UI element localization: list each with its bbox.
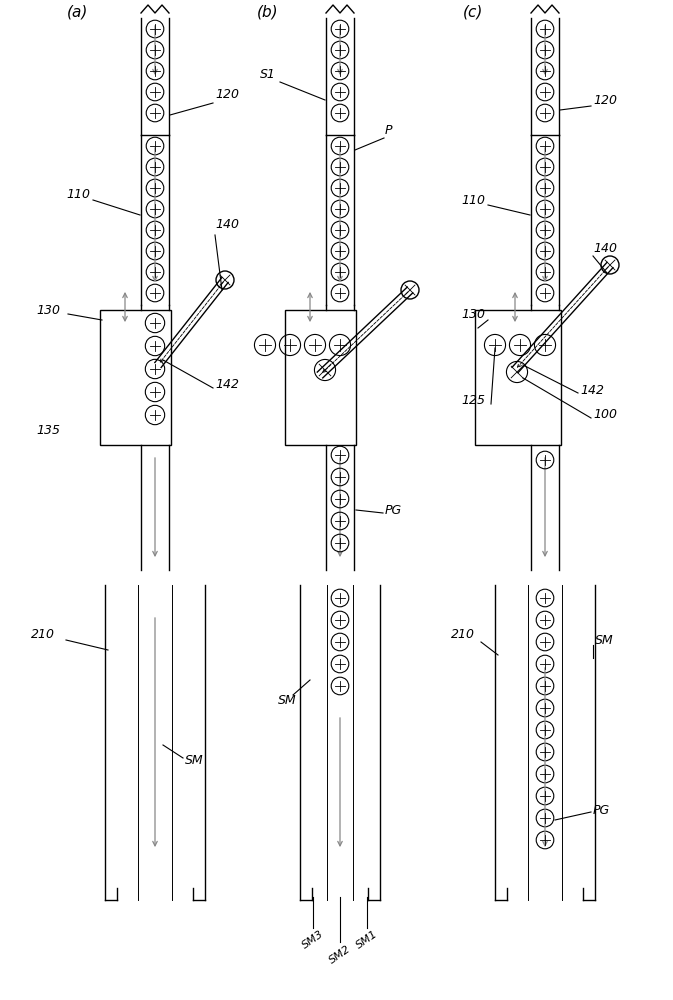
Text: 142: 142 bbox=[580, 383, 604, 396]
Bar bbox=[100, 310, 171, 445]
Text: 130: 130 bbox=[461, 308, 485, 322]
Text: 142: 142 bbox=[215, 378, 239, 391]
Text: SM: SM bbox=[278, 694, 297, 706]
Text: SM1: SM1 bbox=[354, 929, 380, 951]
Text: 130: 130 bbox=[36, 304, 60, 316]
Bar bbox=[475, 310, 561, 445]
Text: PG: PG bbox=[593, 804, 610, 816]
Text: 125: 125 bbox=[461, 393, 485, 406]
Text: 120: 120 bbox=[215, 89, 239, 102]
Text: (c): (c) bbox=[463, 4, 483, 19]
Text: SM2: SM2 bbox=[327, 944, 353, 966]
Text: SM: SM bbox=[185, 754, 204, 766]
Text: 110: 110 bbox=[66, 188, 90, 202]
Bar bbox=[285, 310, 356, 445]
Text: SM: SM bbox=[595, 634, 614, 647]
Text: PG: PG bbox=[385, 504, 402, 516]
Text: S1: S1 bbox=[260, 68, 276, 82]
Text: 135: 135 bbox=[36, 424, 60, 436]
Text: P: P bbox=[385, 123, 392, 136]
Text: (b): (b) bbox=[257, 4, 279, 19]
Text: 140: 140 bbox=[593, 241, 617, 254]
Text: 210: 210 bbox=[31, 629, 55, 642]
Text: 140: 140 bbox=[215, 219, 239, 232]
Text: 110: 110 bbox=[461, 194, 485, 207]
Text: 210: 210 bbox=[451, 629, 475, 642]
Text: 100: 100 bbox=[593, 408, 617, 422]
Text: SM3: SM3 bbox=[301, 929, 326, 951]
Text: 120: 120 bbox=[593, 94, 617, 106]
Text: (a): (a) bbox=[67, 4, 89, 19]
